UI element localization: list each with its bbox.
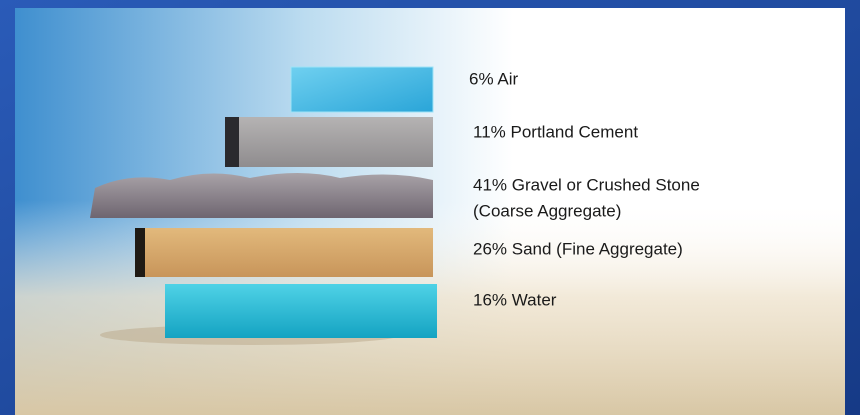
layer-label: 6% Air [469, 69, 518, 88]
layer-label: 16% Water [473, 290, 557, 309]
sand-side [135, 228, 145, 277]
water-block [165, 284, 437, 338]
gravel-block [90, 173, 433, 218]
layer-label: 41% Gravel or Crushed Stone [473, 175, 700, 194]
layer-label: 26% Sand (Fine Aggregate) [473, 239, 683, 258]
layer-label: 11% Portland Cement [473, 122, 638, 141]
cement-block [225, 117, 433, 167]
cement-side [225, 117, 239, 167]
sand-block [135, 228, 433, 277]
layer-label: (Coarse Aggregate) [473, 201, 621, 220]
layers [90, 66, 437, 338]
air-block [290, 66, 434, 113]
labels: 6% Air 11% Portland Cement 41% Gravel or C… [469, 69, 700, 309]
